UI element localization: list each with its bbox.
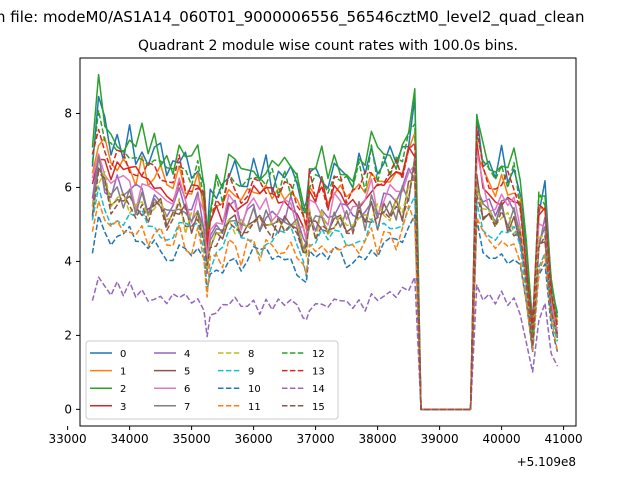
series-line-13: [91, 126, 559, 411]
x-tick-label: 41000: [545, 432, 583, 446]
series-line-3: [91, 140, 559, 411]
legend-label-13: 13: [312, 367, 325, 378]
series-line-11: [91, 200, 559, 411]
x-tick-label: 33000: [49, 432, 87, 446]
legend-box: [85, 340, 339, 420]
plot-frame: [79, 57, 577, 427]
legend-label-3: 3: [120, 402, 126, 413]
chart-title: Quadrant 2 module wise count rates with …: [138, 38, 518, 54]
legend-label-14: 14: [312, 384, 325, 395]
x-offset-label: +5.109e8: [517, 455, 576, 469]
legend-label-9: 9: [248, 367, 254, 378]
series-line-2: [91, 73, 559, 411]
series-line-5: [91, 167, 559, 411]
legend-label-8: 8: [248, 349, 254, 360]
y-tick-label: 8: [64, 106, 72, 120]
legend-label-6: 6: [184, 384, 190, 395]
legend-label-1: 1: [120, 367, 126, 378]
y-tick-label: 6: [64, 180, 72, 194]
x-tick-label: 39000: [421, 432, 459, 446]
series-line-10: [91, 214, 559, 411]
legend-label-2: 2: [120, 384, 126, 395]
series-line-4: [91, 153, 559, 411]
figure-suptitle: n file: modeM0/AS1A14_060T01_9000006556_…: [0, 8, 585, 27]
legend-label-5: 5: [184, 367, 190, 378]
legend-label-15: 15: [312, 402, 325, 413]
x-tick-label: 35000: [173, 432, 211, 446]
legend-label-4: 4: [184, 349, 190, 360]
series-layer: [91, 73, 559, 411]
y-tick-label: 4: [64, 254, 72, 268]
y-axis: 0 2 4 6 8: [64, 106, 80, 416]
x-tick-label: 37000: [297, 432, 335, 446]
series-line-9: [91, 186, 559, 411]
x-tick-label: 36000: [235, 432, 273, 446]
y-tick-label: 0: [64, 402, 72, 416]
x-tick-label: 38000: [359, 432, 397, 446]
legend-label-10: 10: [248, 384, 261, 395]
series-line-6: [91, 149, 559, 411]
legend-label-0: 0: [120, 349, 126, 360]
legend-label-12: 12: [312, 349, 325, 360]
series-line-15: [91, 161, 559, 411]
legend-label-7: 7: [184, 402, 190, 413]
series-line-12: [91, 109, 559, 411]
x-axis: 33000 34000 35000 36000 37000 38000 39000 40000…: [49, 426, 583, 446]
legend-label-11: 11: [248, 402, 261, 413]
x-tick-label: 34000: [111, 432, 149, 446]
y-tick-label: 2: [64, 328, 72, 342]
x-tick-label: 40000: [483, 432, 521, 446]
series-line-14: [91, 276, 559, 411]
